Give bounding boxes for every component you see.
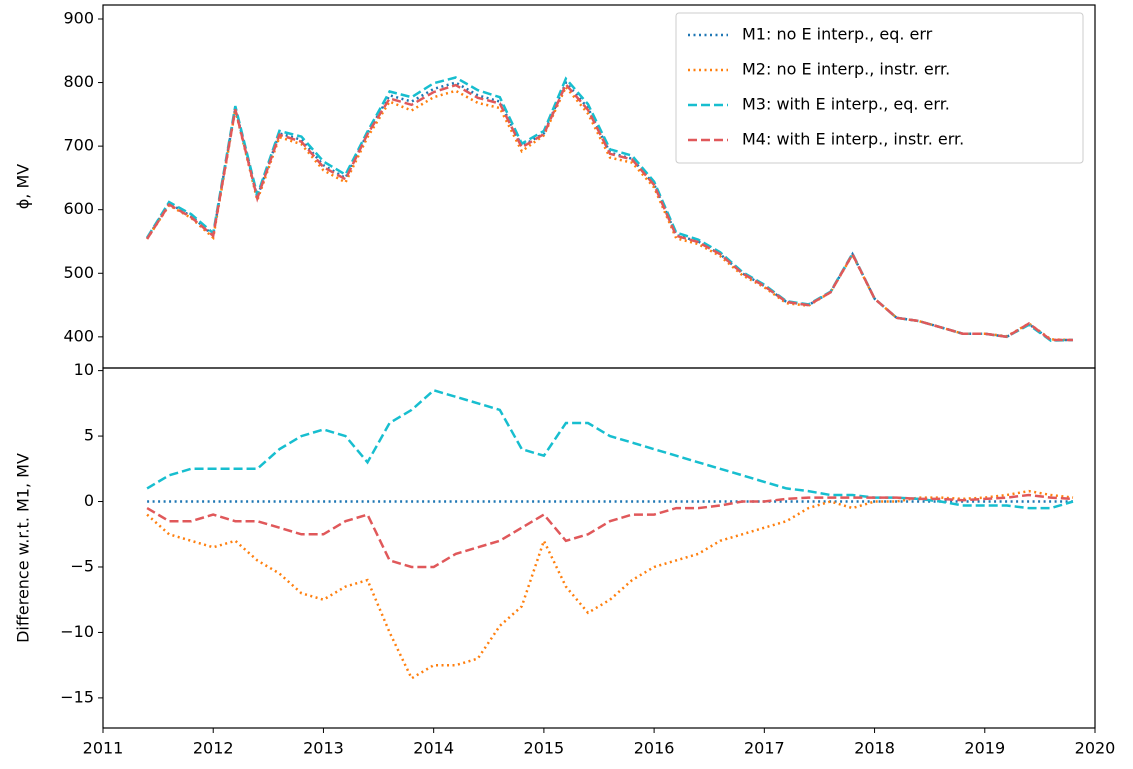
x-tick-label: 2016	[634, 739, 675, 758]
y-axis-label: ϕ, MV	[14, 164, 33, 210]
x-tick-label: 2012	[193, 739, 234, 758]
y-tick-label: 600	[63, 199, 94, 218]
y-tick-label: 0	[84, 491, 94, 510]
legend-label: M4: with E interp., instr. err.	[742, 130, 964, 149]
y-tick-label: 500	[63, 263, 94, 282]
legend-box	[675, 12, 1084, 164]
y-tick-label: 400	[63, 326, 94, 345]
x-tick-label: 2019	[964, 739, 1005, 758]
y-tick-label: 800	[63, 72, 94, 91]
x-tick-label: 2018	[854, 739, 895, 758]
series-line	[146, 493, 1074, 569]
y-tick-label: −10	[60, 622, 94, 641]
y-tick-label: 5	[84, 426, 94, 445]
legend-label: M3: with E interp., eq. err.	[742, 95, 950, 114]
y-tick-label: 700	[63, 136, 94, 155]
y-tick-label: −15	[60, 687, 94, 706]
x-tick-label: 2014	[413, 739, 454, 758]
series-line	[146, 76, 1074, 342]
y-tick-label: 900	[63, 8, 94, 27]
x-tick-label: 2011	[83, 739, 124, 758]
x-tick-label: 2020	[1075, 739, 1116, 758]
y-axis-label: Difference w.r.t. M1, MV	[14, 453, 33, 643]
x-tick-label: 2013	[303, 739, 344, 758]
legend-label: M1: no E interp., eq. err	[742, 25, 933, 44]
x-tick-label: 2017	[744, 739, 785, 758]
series-line	[146, 82, 1073, 342]
series-line	[146, 388, 1074, 510]
x-tick-label: 2015	[524, 739, 565, 758]
legend-label: M2: no E interp., instr. err.	[742, 60, 950, 79]
y-tick-label: −5	[70, 556, 94, 575]
series-line	[146, 84, 1074, 342]
y-tick-label: 10	[74, 360, 94, 379]
series-line	[146, 489, 1074, 681]
axes-frame	[102, 367, 1096, 729]
